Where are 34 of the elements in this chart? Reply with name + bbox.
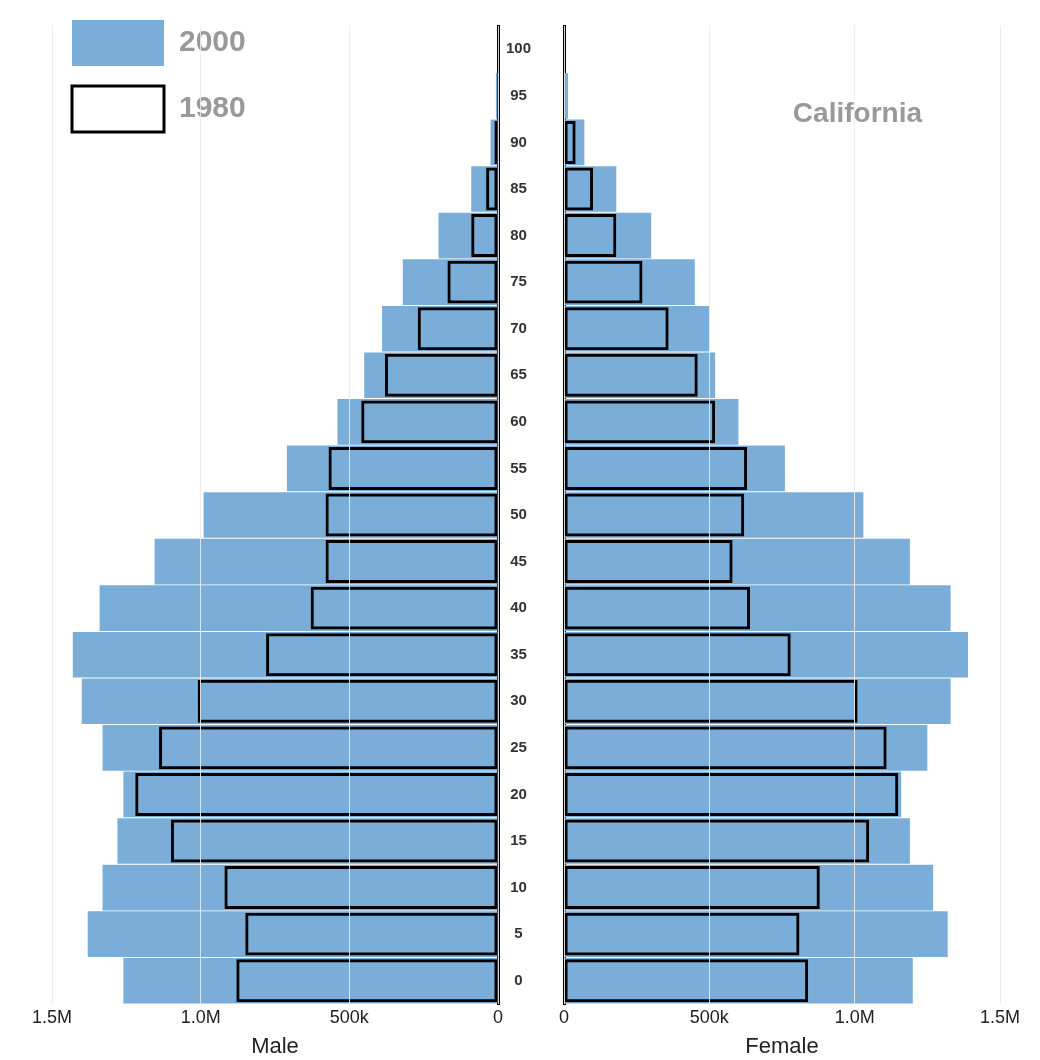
y-tick-label: 80 xyxy=(510,225,527,243)
x-tick-label: 1.5M xyxy=(979,1006,1021,1027)
y-tick-label: 15 xyxy=(510,831,527,849)
x-axis-title: Female xyxy=(745,1032,819,1058)
x-tick-label: 500k xyxy=(329,1006,370,1027)
y-tick-label: 100 xyxy=(506,39,532,57)
y-tick-label: 45 xyxy=(510,551,527,569)
y-tick-label: 35 xyxy=(510,644,527,662)
x-axis-title: Male xyxy=(251,1032,299,1058)
y-tick-label: 30 xyxy=(510,691,527,709)
y-tick-label: 25 xyxy=(510,738,527,755)
legend-label: 2000 xyxy=(179,24,246,58)
y-tick-label: 95 xyxy=(510,86,527,103)
x-tick-label: 1.0M xyxy=(180,1006,221,1027)
y-tick-label: 85 xyxy=(510,179,527,197)
y-tick-label: 40 xyxy=(510,598,527,616)
x-tick-label: 1.5M xyxy=(31,1006,73,1027)
x-tick-label: 1.0M xyxy=(834,1006,875,1027)
text: California xyxy=(792,96,923,128)
y-tick-label: 20 xyxy=(510,784,527,802)
y-tick-label: 75 xyxy=(510,272,527,290)
y-tick-label: 70 xyxy=(510,318,527,336)
legend-label: 1980 xyxy=(179,90,246,124)
y-tick-label: 5 xyxy=(514,924,523,942)
y-tick-label: 55 xyxy=(510,458,527,476)
y-tick-label: 90 xyxy=(510,132,527,150)
y-tick-label: 65 xyxy=(510,365,527,383)
x-tick-label: 0 xyxy=(559,1006,570,1027)
y-tick-label: 0 xyxy=(514,970,523,988)
y-tick-label: 60 xyxy=(510,412,527,429)
x-tick-label: 0 xyxy=(492,1006,504,1027)
x-tick-label: 500k xyxy=(689,1006,730,1027)
y-tick-label: 10 xyxy=(510,877,527,895)
y-tick-label: 50 xyxy=(510,505,527,523)
